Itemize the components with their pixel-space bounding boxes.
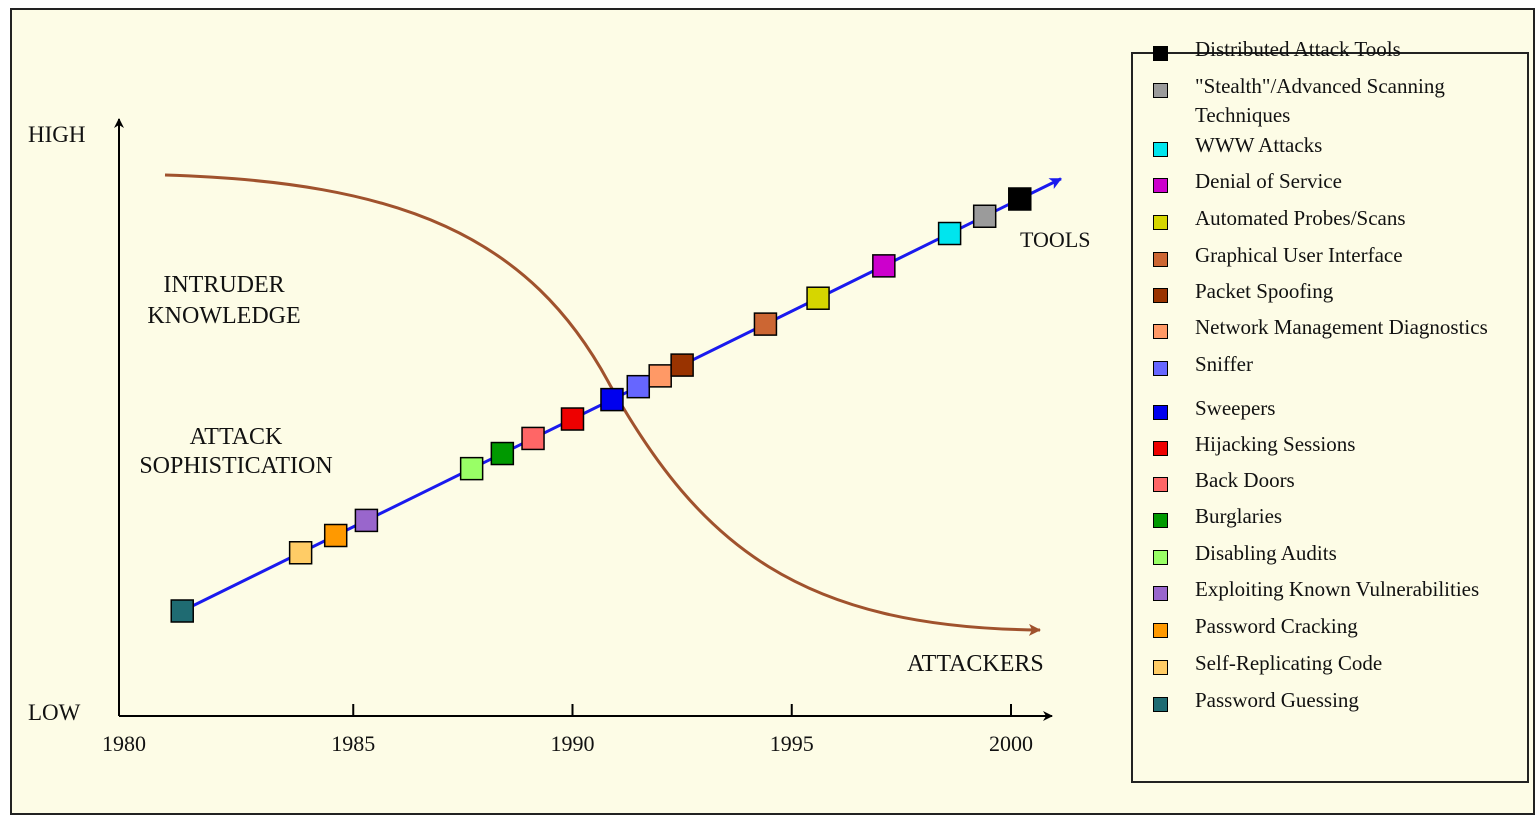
- legend-swatch: [1153, 623, 1168, 638]
- marker-password-guessing: [170, 599, 194, 623]
- legend-swatch: [1153, 660, 1168, 675]
- legend-swatch: [1153, 83, 1168, 98]
- legend-swatch: [1153, 252, 1168, 267]
- x-tick-label-1995: 1995: [770, 731, 814, 756]
- legend-label: Distributed Attack Tools: [1195, 37, 1401, 61]
- marker-disabling-audits: [459, 456, 484, 481]
- legend-label: Graphical User Interface: [1195, 243, 1403, 267]
- legend-swatch: [1153, 513, 1168, 528]
- legend-label: Password Cracking: [1195, 614, 1358, 638]
- legend-label: Hijacking Sessions: [1195, 432, 1356, 456]
- legend-label: Sniffer: [1195, 352, 1253, 376]
- marker-exploiting-known-vulnerabilities: [354, 508, 379, 533]
- legend-item: Packet Spoofing: [1153, 277, 1530, 306]
- legend-swatch: [1153, 477, 1168, 492]
- legend-item: Password Cracking: [1153, 612, 1530, 641]
- marker-back-doors: [521, 426, 545, 451]
- legend-item: Sweepers: [1153, 394, 1530, 423]
- marker-sweepers: [600, 387, 624, 412]
- marker-sniffer: [626, 374, 651, 399]
- legend-swatch: [1153, 361, 1168, 376]
- marker-burglaries: [490, 441, 515, 466]
- legend-label: Automated Probes/Scans: [1195, 206, 1406, 230]
- legend-item: Graphical User Interface: [1153, 241, 1530, 270]
- legend-label: Back Doors: [1195, 468, 1295, 492]
- legend-label: "Stealth"/Advanced Scanning Techniques: [1195, 74, 1445, 127]
- x-tick-marks: [352, 704, 1012, 716]
- legend-item: Denial of Service: [1153, 167, 1530, 196]
- legend-item: Automated Probes/Scans: [1153, 204, 1530, 233]
- legend-label: Packet Spoofing: [1195, 279, 1334, 303]
- legend-swatch: [1153, 142, 1168, 157]
- legend-item: Distributed Attack Tools: [1153, 35, 1530, 64]
- marker-automated-probes-scans: [806, 286, 830, 310]
- x-tick-label-1980: 1980: [102, 731, 146, 756]
- legend-swatch: [1153, 697, 1168, 712]
- marker-password-cracking: [323, 523, 348, 548]
- legend-swatch: [1153, 215, 1168, 230]
- y-low-label: LOW: [28, 700, 81, 725]
- legend-item: "Stealth"/Advanced Scanning Techniques: [1153, 72, 1530, 130]
- x-tick-label-1990: 1990: [551, 731, 595, 756]
- legend-swatch: [1153, 288, 1168, 303]
- tools-label: TOOLS: [1020, 227, 1091, 252]
- legend-label: Network Management Diagnostics: [1195, 315, 1488, 339]
- attack-markers: [170, 187, 1032, 623]
- x-tick-labels: 1980 1985 1990 1995 2000: [102, 731, 1033, 756]
- legend-label: Password Guessing: [1195, 688, 1359, 712]
- legend-swatch: [1153, 441, 1168, 456]
- legend: Distributed Attack Tools "Stealth"/Advanc…: [1131, 37, 1530, 783]
- legend-item: Disabling Audits: [1153, 539, 1530, 568]
- marker-network-management-diagnostics: [648, 364, 672, 388]
- marker-denial-of-service: [872, 254, 896, 278]
- legend-item: Password Guessing: [1153, 686, 1530, 715]
- legend-swatch: [1153, 550, 1168, 565]
- intruder-knowledge-curve: [164, 173, 1041, 636]
- sophistication-label: SOPHISTICATION: [139, 453, 332, 479]
- x-tick-label-1985: 1985: [331, 731, 375, 756]
- legend-label: Exploiting Known Vulnerabilities: [1195, 577, 1480, 601]
- legend-label: Self-Replicating Code: [1195, 651, 1383, 675]
- y-high-label: HIGH: [28, 122, 86, 147]
- legend-item: Exploiting Known Vulnerabilities: [1153, 575, 1530, 604]
- legend-item: WWW Attacks: [1153, 131, 1530, 160]
- marker-hijacking-sessions: [560, 407, 585, 431]
- legend-item: Sniffer: [1153, 350, 1530, 379]
- legend-swatch: [1153, 324, 1168, 339]
- legend-label: Sweepers: [1195, 396, 1276, 420]
- attackers-label: ATTACKERS: [907, 651, 1044, 677]
- legend-item: Back Doors: [1153, 466, 1530, 495]
- legend-item: Hijacking Sessions: [1153, 430, 1530, 459]
- legend-label: Disabling Audits: [1195, 541, 1337, 565]
- attack-label: ATTACK: [190, 424, 283, 450]
- legend-swatch: [1153, 405, 1168, 420]
- x-tick-label-2000: 2000: [989, 731, 1033, 756]
- legend-swatch: [1153, 586, 1168, 601]
- legend-label: Denial of Service: [1195, 169, 1342, 193]
- legend-label: WWW Attacks: [1195, 133, 1323, 157]
- marker-graphical-user-interface: [753, 312, 778, 336]
- intruder-label: INTRUDER: [163, 272, 284, 298]
- legend-item: Burglaries: [1153, 502, 1530, 531]
- legend-item: Self-Replicating Code: [1153, 649, 1530, 678]
- legend-item: Network Management Diagnostics: [1153, 313, 1530, 342]
- marker-packet-spoofing: [670, 353, 694, 377]
- marker-self-replicating-code: [288, 541, 313, 565]
- marker-distributed-attack-tools: [1008, 187, 1032, 211]
- knowledge-label: KNOWLEDGE: [147, 303, 300, 329]
- legend-swatch: [1153, 46, 1168, 61]
- legend-label: Burglaries: [1195, 504, 1283, 528]
- legend-swatch: [1153, 178, 1168, 193]
- marker-stealth-advanced-scanning-techniques: [972, 204, 997, 229]
- marker-www-attacks: [937, 221, 962, 246]
